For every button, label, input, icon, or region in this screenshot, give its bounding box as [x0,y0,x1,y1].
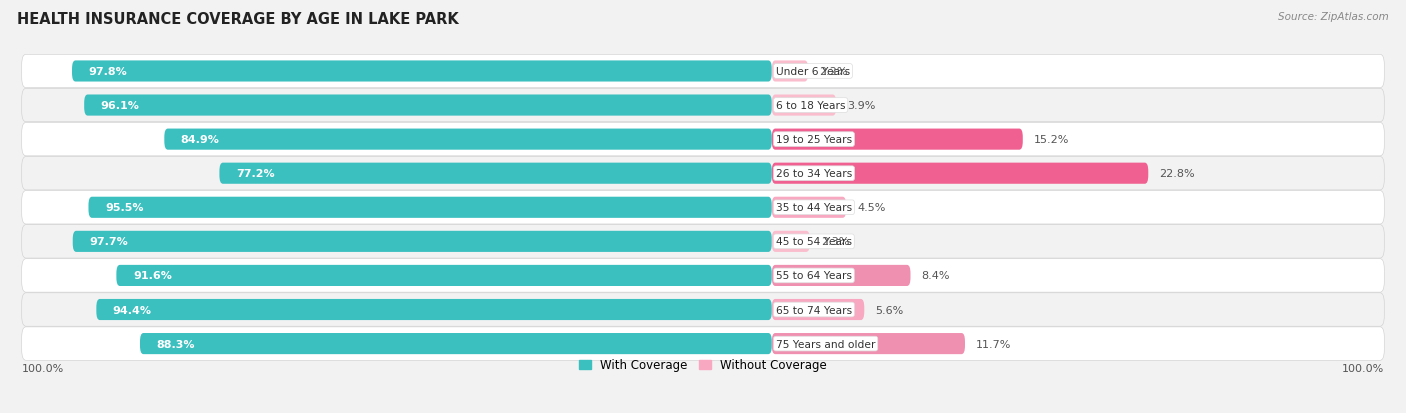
Text: 22.8%: 22.8% [1160,169,1195,179]
FancyBboxPatch shape [772,265,911,286]
Text: 97.7%: 97.7% [89,237,128,247]
Text: 2.2%: 2.2% [820,67,848,77]
Text: 91.6%: 91.6% [134,271,172,281]
FancyBboxPatch shape [772,333,965,354]
FancyBboxPatch shape [73,231,772,252]
Text: 100.0%: 100.0% [1341,363,1384,373]
Text: 19 to 25 Years: 19 to 25 Years [776,135,852,145]
FancyBboxPatch shape [772,163,1149,184]
Text: 35 to 44 Years: 35 to 44 Years [776,203,852,213]
FancyBboxPatch shape [219,163,772,184]
FancyBboxPatch shape [21,55,1385,88]
Text: 6 to 18 Years: 6 to 18 Years [776,101,845,111]
Text: 84.9%: 84.9% [181,135,219,145]
FancyBboxPatch shape [72,61,772,82]
FancyBboxPatch shape [21,157,1385,190]
Text: 5.6%: 5.6% [876,305,904,315]
FancyBboxPatch shape [141,333,772,354]
Text: 75 Years and older: 75 Years and older [776,339,876,349]
FancyBboxPatch shape [84,95,772,116]
Text: 45 to 54 Years: 45 to 54 Years [776,237,852,247]
Text: 8.4%: 8.4% [921,271,950,281]
Text: 3.9%: 3.9% [848,101,876,111]
Text: 4.5%: 4.5% [858,203,886,213]
Text: 88.3%: 88.3% [156,339,195,349]
FancyBboxPatch shape [97,299,772,320]
Text: 94.4%: 94.4% [112,305,152,315]
Text: HEALTH INSURANCE COVERAGE BY AGE IN LAKE PARK: HEALTH INSURANCE COVERAGE BY AGE IN LAKE… [17,12,458,27]
FancyBboxPatch shape [21,123,1385,157]
FancyBboxPatch shape [21,259,1385,292]
Text: 95.5%: 95.5% [105,203,143,213]
Text: 11.7%: 11.7% [976,339,1011,349]
FancyBboxPatch shape [772,299,865,320]
FancyBboxPatch shape [21,191,1385,224]
FancyBboxPatch shape [117,265,772,286]
Text: Under 6 Years: Under 6 Years [776,67,851,77]
Text: 15.2%: 15.2% [1033,135,1069,145]
FancyBboxPatch shape [21,89,1385,122]
FancyBboxPatch shape [165,129,772,150]
FancyBboxPatch shape [21,293,1385,326]
Text: 55 to 64 Years: 55 to 64 Years [776,271,852,281]
Text: 100.0%: 100.0% [22,363,65,373]
Text: 65 to 74 Years: 65 to 74 Years [776,305,852,315]
FancyBboxPatch shape [772,197,846,218]
FancyBboxPatch shape [21,225,1385,259]
FancyBboxPatch shape [772,129,1022,150]
Legend: With Coverage, Without Coverage: With Coverage, Without Coverage [579,358,827,372]
Text: 96.1%: 96.1% [101,101,139,111]
Text: 97.8%: 97.8% [89,67,128,77]
FancyBboxPatch shape [89,197,772,218]
FancyBboxPatch shape [772,231,810,252]
Text: 77.2%: 77.2% [236,169,274,179]
FancyBboxPatch shape [772,61,808,82]
FancyBboxPatch shape [21,327,1385,361]
Text: Source: ZipAtlas.com: Source: ZipAtlas.com [1278,12,1389,22]
Text: 26 to 34 Years: 26 to 34 Years [776,169,852,179]
FancyBboxPatch shape [772,95,837,116]
Text: 2.3%: 2.3% [821,237,849,247]
